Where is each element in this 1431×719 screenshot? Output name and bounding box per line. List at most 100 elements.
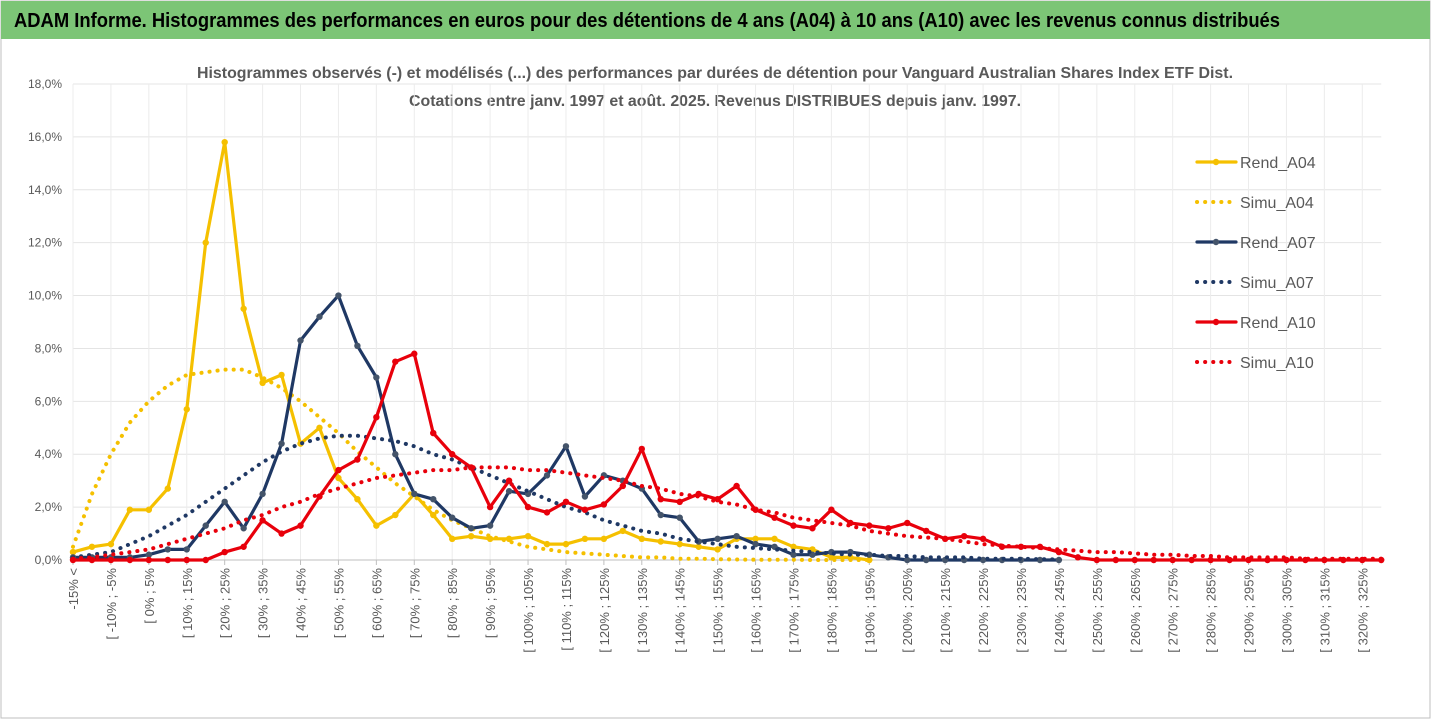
data-point (733, 482, 740, 490)
data-point (1017, 543, 1025, 550)
data-point (297, 337, 304, 344)
data-point (714, 535, 721, 543)
data-point (221, 548, 228, 556)
data-point (126, 506, 134, 513)
data-point (183, 406, 190, 413)
data-point (581, 506, 589, 513)
data-point (107, 540, 115, 548)
data-point (316, 313, 323, 320)
x-tick-label: [ 190% ; 195% (862, 568, 877, 653)
data-point (676, 514, 683, 521)
x-tick-label: [ 110% ; 115% (559, 568, 574, 651)
data-point (638, 445, 645, 453)
data-point (676, 498, 683, 506)
data-point (619, 527, 627, 535)
data-point (657, 538, 664, 545)
x-tick-label: [ 240% ; 245% (1052, 568, 1067, 653)
data-point (335, 466, 342, 474)
data-point (619, 482, 627, 490)
x-tick-label: [ 80% ; 85% (445, 568, 460, 639)
data-point (771, 535, 778, 543)
x-tick-label: [ 170% ; 175% (786, 568, 801, 653)
data-point (1112, 556, 1120, 564)
data-point (714, 546, 721, 553)
legend-label: Simu_A04 (1240, 195, 1314, 212)
data-point (354, 495, 361, 503)
x-tick-label: [ 280% ; 285% (1204, 568, 1219, 653)
data-point (126, 556, 134, 564)
data-point (467, 533, 475, 540)
x-tick-label: [ 60% ; 65% (369, 568, 384, 639)
y-tick-label: 14,0% (28, 183, 62, 197)
data-point (164, 556, 171, 564)
header-title: ADAM Informe. Histogrammes des performan… (14, 10, 1280, 32)
data-point (771, 514, 778, 521)
data-point (923, 527, 930, 535)
data-point (790, 543, 797, 550)
data-point (164, 485, 171, 492)
chart-subtitle: Cotations entre janv. 1997 et août. 2025… (409, 93, 1021, 110)
legend-label: Simu_A10 (1240, 355, 1314, 372)
data-point (562, 498, 570, 506)
data-point (581, 493, 589, 500)
y-tick-label: 10,0% (28, 289, 62, 303)
data-point (1074, 554, 1082, 561)
data-point (657, 511, 664, 519)
data-point (240, 305, 247, 312)
data-point (183, 556, 190, 564)
data-point (88, 543, 96, 550)
y-tick-label: 4,0% (35, 447, 63, 461)
y-tick-label: 18,0% (28, 77, 62, 91)
data-point (392, 451, 399, 458)
x-tick-label: [ 260% ; 265% (1128, 568, 1143, 653)
x-tick-label: [ 150% ; 155% (711, 568, 726, 653)
data-point (752, 535, 759, 543)
data-point (809, 525, 816, 532)
x-tick-label: [ 300% ; 305% (1279, 568, 1294, 653)
x-tick-label: [ 130% ; 135% (635, 568, 650, 653)
data-point (866, 551, 873, 558)
data-point (202, 239, 209, 246)
data-point (145, 551, 153, 558)
x-tick-label: [ 210% ; 215% (938, 568, 953, 653)
data-point (202, 556, 209, 564)
data-point (221, 498, 228, 506)
data-point (449, 535, 456, 543)
x-tick-label: [ 10% ; 15% (180, 568, 195, 639)
data-point (486, 522, 494, 529)
data-point (979, 556, 987, 564)
data-point (1188, 556, 1195, 564)
x-tick-label: [ 120% ; 125% (597, 568, 612, 653)
header-bar (1, 1, 1430, 39)
data-point (354, 342, 361, 349)
data-point (278, 530, 285, 537)
data-point (676, 540, 683, 548)
x-tick-label: [ 20% ; 25% (218, 568, 233, 639)
data-point (1036, 556, 1044, 564)
data-point (695, 543, 702, 550)
data-point (486, 503, 494, 511)
x-tick-label: [ 100% ; 105% (521, 568, 536, 653)
data-point (505, 488, 513, 495)
legend-label: Rend_A10 (1240, 315, 1316, 332)
data-point (638, 535, 645, 543)
data-point (411, 350, 418, 357)
y-tick-label: 2,0% (35, 500, 63, 514)
data-point (316, 493, 323, 500)
data-point (145, 556, 153, 564)
data-point (107, 556, 115, 564)
data-point (316, 424, 323, 431)
data-point (524, 533, 532, 540)
data-point (790, 551, 797, 558)
legend-marker (1212, 238, 1220, 246)
data-point (866, 522, 873, 529)
data-point (923, 556, 930, 564)
data-point (1055, 556, 1063, 564)
data-point (1169, 556, 1176, 564)
data-point (69, 548, 77, 556)
x-tick-label: [ 70% ; 75% (407, 568, 422, 639)
data-point (392, 511, 399, 519)
legend-label: Simu_A07 (1240, 275, 1314, 292)
